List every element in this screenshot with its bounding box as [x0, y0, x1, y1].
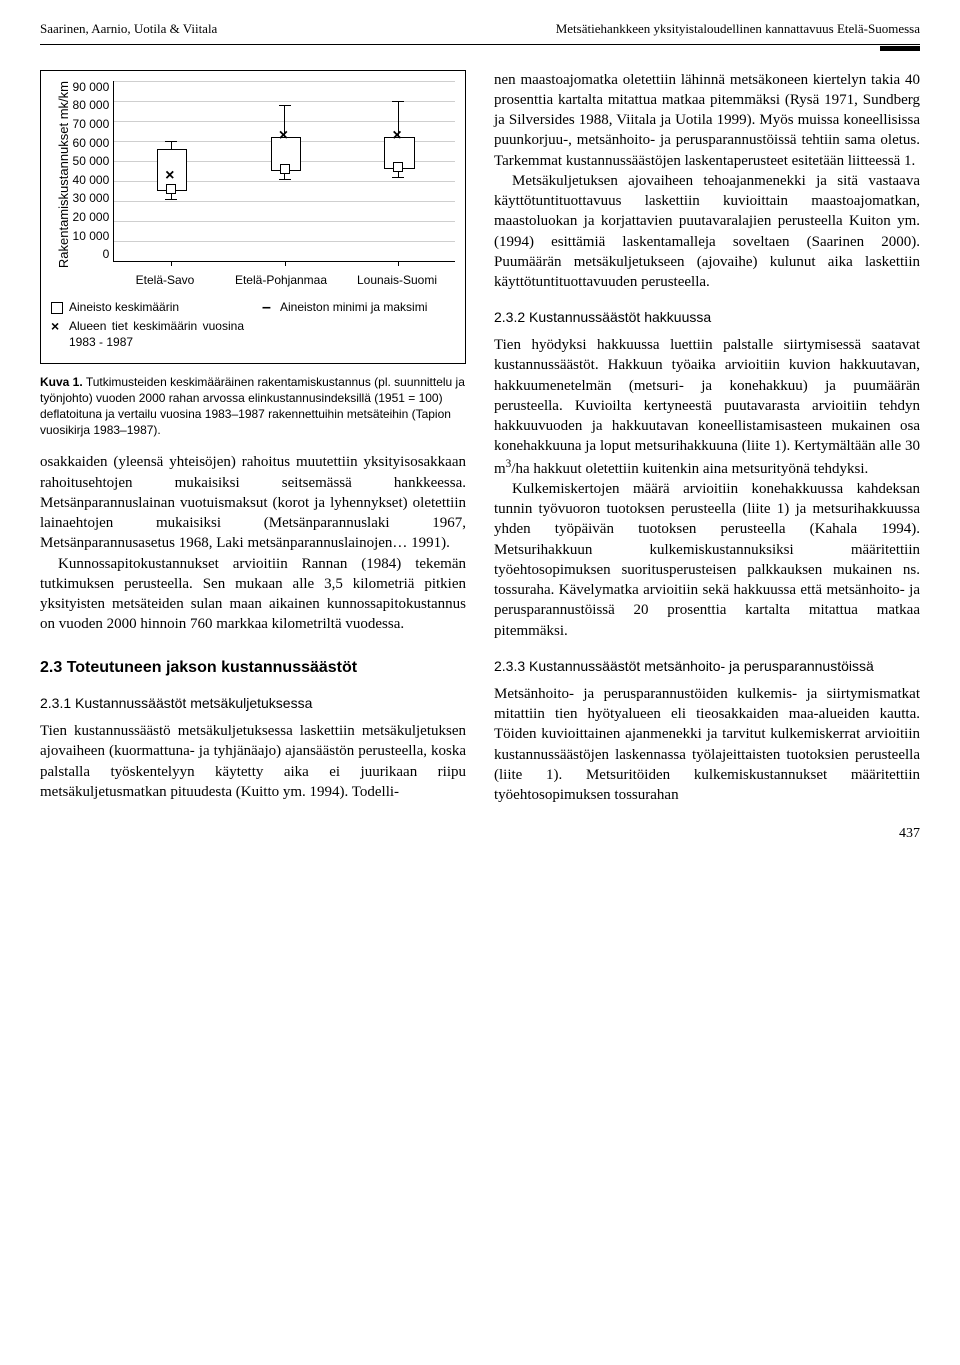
- left-column: Rakentamiskustannukset mk/km 90 00080 00…: [40, 70, 466, 806]
- body-paragraph: Kunnossapitokustannukset arvioitiin Rann…: [40, 554, 466, 635]
- chart-xaxis: Etelä-SavoEtelä-PohjanmaaLounais-Suomi: [107, 272, 455, 288]
- chart-legend: Aineisto keskimäärin×Alueen tiet keskimä…: [51, 300, 455, 355]
- body-paragraph: Tien hyödyksi hakkuussa luettiin palstal…: [494, 335, 920, 479]
- running-head-right: Metsätiehankkeen yksityistaloudellinen k…: [556, 20, 920, 38]
- figure-caption-lead: Kuva 1.: [40, 375, 83, 389]
- chart-yaxis: 90 00080 00070 00060 00050 00040 00030 0…: [73, 81, 114, 261]
- chart-ylabel: Rakentamiskustannukset mk/km: [51, 81, 73, 268]
- subsection-heading: 2.3.2 Kustannussäästöt hakkuussa: [494, 308, 920, 327]
- body-text: /ha hakkuut oletettiin kuitenkin aina me…: [511, 461, 868, 477]
- figure-caption: Kuva 1. Tutkimusteiden keskimääräinen ra…: [40, 374, 466, 439]
- body-paragraph: Metsänhoito- ja perusparannustöiden kulk…: [494, 684, 920, 806]
- chart-plot: ×××: [113, 81, 455, 262]
- right-column: nen maastoajomatka oletettiin lähinnä me…: [494, 70, 920, 806]
- section-heading: 2.3 Toteutuneen jakson kustannussäästöt: [40, 657, 466, 679]
- body-paragraph: Tien kustannussäästö metsäkuljetuksessa …: [40, 721, 466, 802]
- body-paragraph: Kulkemiskertojen määrä arvioitiin koneha…: [494, 479, 920, 641]
- subsection-heading: 2.3.3 Kustannussäästöt metsänhoito- ja p…: [494, 657, 920, 676]
- body-text: Tien hyödyksi hakkuussa luettiin palstal…: [494, 337, 920, 477]
- page-number: 437: [40, 825, 920, 844]
- running-head-left: Saarinen, Aarnio, Uotila & Viitala: [40, 20, 217, 38]
- body-paragraph: osakkaiden (yleensä yhteisöjen) rahoitus…: [40, 452, 466, 553]
- body-paragraph: Metsäkuljetuksen ajovaiheen tehoajanmene…: [494, 171, 920, 293]
- figure-caption-text: Tutkimusteiden keskimääräinen rakentamis…: [40, 375, 465, 438]
- header-rule: [40, 44, 920, 52]
- figure-1: Rakentamiskustannukset mk/km 90 00080 00…: [40, 70, 466, 439]
- subsection-heading: 2.3.1 Kustannussäästöt metsäkuljetuksess…: [40, 694, 466, 713]
- body-paragraph: nen maastoajomatka oletettiin lähinnä me…: [494, 70, 920, 171]
